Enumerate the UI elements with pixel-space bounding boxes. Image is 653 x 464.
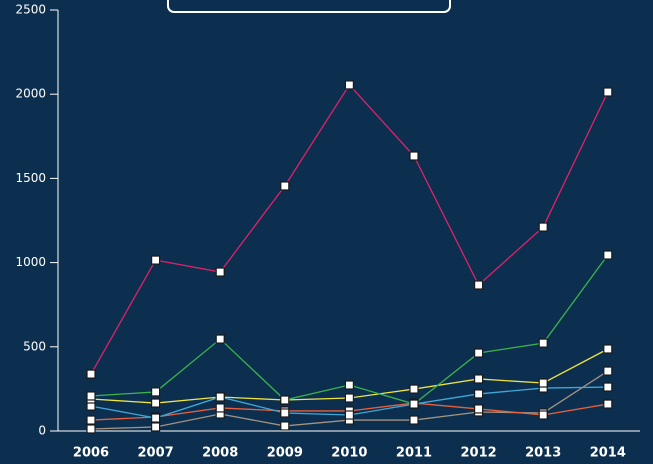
point-marker <box>474 389 484 399</box>
point-marker <box>538 338 548 348</box>
y-tick-label: 2000 <box>15 87 46 101</box>
x-tick-label: 2011 <box>396 446 432 461</box>
point-marker <box>474 348 484 358</box>
point-marker <box>151 422 161 432</box>
point-marker <box>603 382 613 392</box>
y-tick-label: 1500 <box>15 171 46 185</box>
x-tick-label: 2006 <box>73 446 109 461</box>
x-tick-label: 2009 <box>267 446 303 461</box>
point-marker <box>344 393 354 403</box>
point-marker <box>603 399 613 409</box>
legend-box <box>167 0 451 13</box>
y-tick-label: 2500 <box>15 3 46 17</box>
point-marker <box>409 151 419 161</box>
point-marker <box>344 410 354 420</box>
point-marker <box>86 415 96 425</box>
point-marker <box>151 255 161 265</box>
point-marker <box>603 366 613 376</box>
point-marker <box>538 410 548 420</box>
point-marker <box>409 399 419 409</box>
point-marker <box>603 87 613 97</box>
point-marker <box>215 334 225 344</box>
point-marker <box>280 181 290 191</box>
point-marker <box>86 369 96 379</box>
point-marker <box>215 267 225 277</box>
point-marker <box>603 250 613 260</box>
x-tick-label: 2010 <box>331 446 367 461</box>
point-marker <box>280 421 290 431</box>
point-marker <box>474 374 484 384</box>
point-marker <box>538 378 548 388</box>
y-tick-label: 500 <box>23 339 46 353</box>
point-marker <box>151 398 161 408</box>
point-marker <box>603 344 613 354</box>
y-tick-label: 1000 <box>15 255 46 269</box>
point-marker <box>151 387 161 397</box>
point-marker <box>409 415 419 425</box>
point-marker <box>409 384 419 394</box>
x-tick-label: 2008 <box>202 446 238 461</box>
x-tick-label: 2013 <box>525 446 561 461</box>
x-tick-label: 2014 <box>590 446 626 461</box>
point-marker <box>86 424 96 434</box>
x-tick-label: 2012 <box>461 446 497 461</box>
y-tick-label: 0 <box>38 424 46 438</box>
point-marker <box>86 391 96 401</box>
point-marker <box>151 413 161 423</box>
point-marker <box>215 403 225 413</box>
point-marker <box>474 280 484 290</box>
point-marker <box>538 222 548 232</box>
point-marker <box>344 380 354 390</box>
point-marker <box>215 392 225 402</box>
point-marker <box>474 404 484 414</box>
point-marker <box>344 80 354 90</box>
x-tick-label: 2007 <box>138 446 174 461</box>
point-marker <box>280 395 290 405</box>
point-marker <box>280 408 290 418</box>
